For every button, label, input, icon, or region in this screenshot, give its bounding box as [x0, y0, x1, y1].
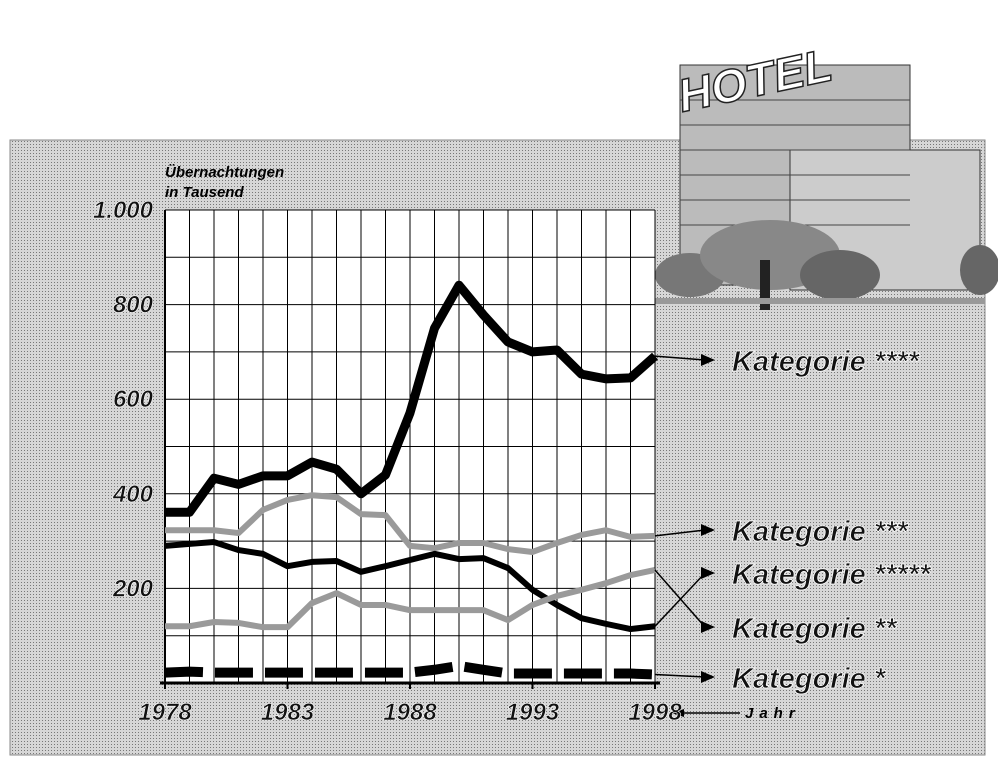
y-tick-label: 200: [112, 575, 154, 602]
y-tick-label: 600: [113, 386, 154, 413]
legend-label: Kategorie *****: [732, 559, 932, 591]
legend-label: Kategorie ****: [732, 346, 921, 378]
y-axis-title: in Tausend: [165, 184, 244, 201]
legend-label: Kategorie **: [732, 613, 898, 645]
legend-label: Kategorie *: [732, 663, 887, 695]
x-tick-label: 1998: [628, 699, 682, 726]
x-axis-title: Jahr: [745, 705, 801, 722]
y-axis-title: Übernachtungen: [165, 164, 284, 181]
x-tick-label: 1978: [138, 699, 192, 726]
legend-label: Kategorie ***: [732, 516, 909, 548]
y-tick-label: 1.000: [93, 197, 154, 224]
x-tick-label: 1993: [506, 699, 560, 726]
hotel-illustration: HOTEL: [650, 39, 998, 310]
chart: HOTEL Übernachtungen in Tausend Jahr 200…: [0, 0, 998, 762]
x-tick-label: 1988: [383, 699, 437, 726]
y-tick-label: 800: [113, 292, 154, 319]
x-tick-label: 1983: [261, 699, 315, 726]
y-tick-label: 400: [112, 481, 154, 508]
